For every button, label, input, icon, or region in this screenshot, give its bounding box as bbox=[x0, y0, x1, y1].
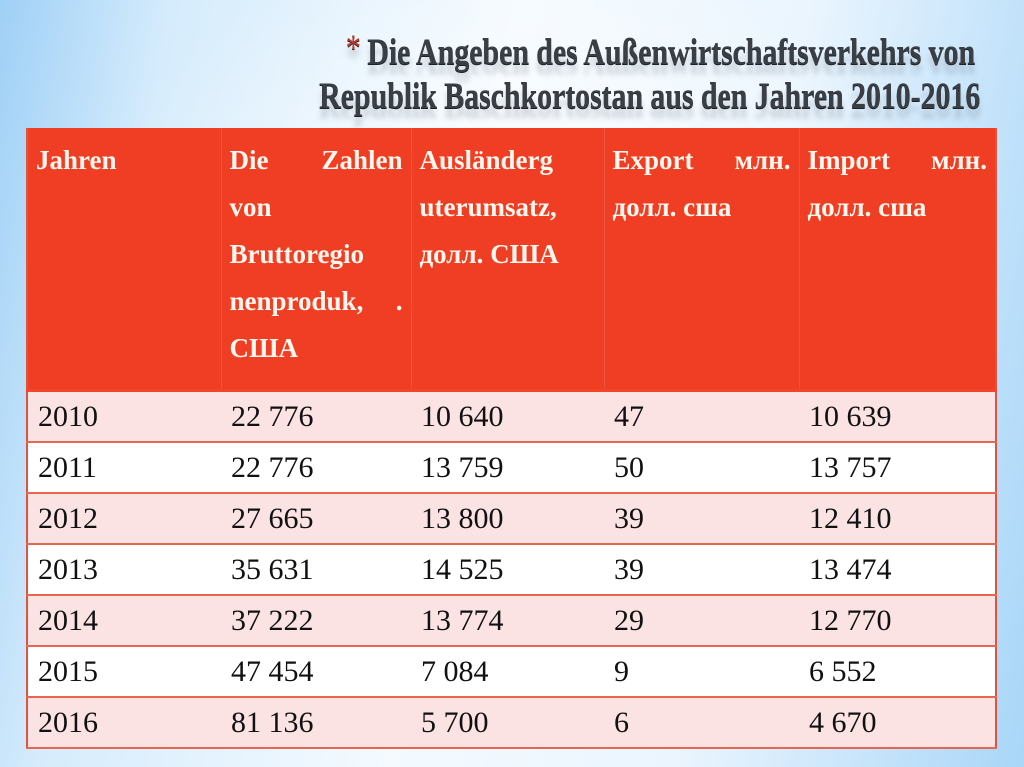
cell-grp: 81 136 bbox=[221, 697, 411, 749]
cell-import: 12 410 bbox=[799, 493, 997, 545]
cell-import: 13 757 bbox=[799, 442, 997, 494]
header-row: Jahren Die Zahlen von Bruttoregio nenpro… bbox=[26, 128, 997, 391]
cell-year: 2011 bbox=[26, 442, 221, 494]
title-line-2: Republik Baschkortostan aus den Jahren 2… bbox=[319, 75, 981, 117]
cell-grp: 37 222 bbox=[221, 595, 411, 647]
title-line-1: * Die Angeben des Außenwirtschaftsverkehr… bbox=[319, 27, 976, 75]
cell-year: 2010 bbox=[26, 390, 221, 443]
header-export: Export млн. долл. сша bbox=[603, 128, 800, 391]
cell-grp: 35 631 bbox=[221, 544, 411, 596]
cell-year: 2015 bbox=[26, 646, 221, 698]
cell-export: 6 bbox=[604, 697, 799, 749]
cell-import: 6 552 bbox=[799, 646, 997, 698]
cell-grp: 22 776 bbox=[221, 390, 411, 443]
cell-grp: 27 665 bbox=[221, 493, 411, 545]
header-bruttoregionenprodukt: Die Zahlen von Bruttoregio nenproduk, . … bbox=[220, 128, 412, 391]
cell-import: 13 474 bbox=[799, 544, 997, 596]
header-jahren: Jahren bbox=[26, 128, 222, 391]
table-body: 2010 22 776 10 640 47 10 639 2011 22 776… bbox=[26, 390, 997, 749]
cell-year: 2014 bbox=[26, 595, 221, 647]
table-header: Jahren Die Zahlen von Bruttoregio nenpro… bbox=[26, 128, 997, 391]
bullet-star-icon: * bbox=[345, 27, 361, 69]
table-row: 2015 47 454 7 084 9 6 552 bbox=[26, 646, 997, 698]
cell-export: 39 bbox=[604, 493, 799, 545]
cell-turnover: 5 700 bbox=[411, 697, 604, 749]
cell-export: 50 bbox=[604, 442, 799, 494]
cell-grp: 22 776 bbox=[221, 442, 411, 494]
header-auslaendergueterumsatz: Ausländerg uterumsatz, долл. США bbox=[410, 128, 605, 391]
cell-export: 47 bbox=[604, 390, 799, 443]
cell-turnover: 7 084 bbox=[411, 646, 604, 698]
table-row: 2011 22 776 13 759 50 13 757 bbox=[26, 442, 997, 494]
cell-export: 29 bbox=[604, 595, 799, 647]
table-row: 2010 22 776 10 640 47 10 639 bbox=[26, 390, 997, 443]
cell-year: 2013 bbox=[26, 544, 221, 596]
table-row: 2014 37 222 13 774 29 12 770 bbox=[26, 595, 997, 647]
slide-title: * Die Angeben des Außenwirtschaftsverkehr… bbox=[319, 27, 981, 119]
cell-turnover: 13 759 bbox=[411, 442, 604, 494]
trade-data-table: Jahren Die Zahlen von Bruttoregio nenpro… bbox=[26, 128, 997, 749]
title-line-1-text: Die Angeben des Außenwirtschaftsverkehrs… bbox=[367, 31, 975, 73]
cell-export: 9 bbox=[604, 646, 799, 698]
cell-import: 4 670 bbox=[799, 697, 997, 749]
cell-turnover: 10 640 bbox=[411, 390, 604, 443]
cell-grp: 47 454 bbox=[221, 646, 411, 698]
table-row: 2016 81 136 5 700 6 4 670 bbox=[26, 697, 997, 749]
cell-export: 39 bbox=[604, 544, 799, 596]
cell-year: 2012 bbox=[26, 493, 221, 545]
cell-turnover: 14 525 bbox=[411, 544, 604, 596]
header-import: Import млн. долл. сша bbox=[798, 128, 997, 391]
cell-import: 12 770 bbox=[799, 595, 997, 647]
cell-turnover: 13 800 bbox=[411, 493, 604, 545]
cell-year: 2016 bbox=[26, 697, 221, 749]
table-row: 2013 35 631 14 525 39 13 474 bbox=[26, 544, 997, 596]
table-row: 2012 27 665 13 800 39 12 410 bbox=[26, 493, 997, 545]
cell-import: 10 639 bbox=[799, 390, 997, 443]
cell-turnover: 13 774 bbox=[411, 595, 604, 647]
